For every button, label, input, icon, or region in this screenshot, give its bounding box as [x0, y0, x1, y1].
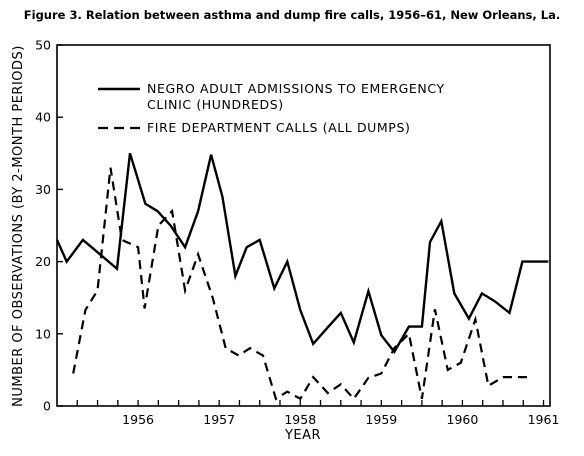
plot-frame	[56, 44, 551, 407]
x-tick-label: 1960	[447, 412, 479, 427]
y-tick-label: 30	[35, 182, 51, 197]
x-tick-label: 1959	[365, 412, 397, 427]
legend-label-admissions-line2: CLINIC (HUNDREDS)	[147, 97, 284, 112]
y-tick-label: 10	[35, 326, 51, 341]
x-axis: 1956 1957 1958 1959 1960 1961	[76, 400, 560, 427]
legend-label-fire-calls: FIRE DEPARTMENT CALLS (ALL DUMPS)	[147, 120, 410, 135]
series-layer	[55, 152, 549, 401]
y-tick-label: 40	[35, 110, 51, 125]
series-line-fire-calls	[72, 167, 529, 401]
y-tick-label: 0	[43, 399, 51, 414]
x-axis-label: YEAR	[284, 428, 321, 443]
y-tick-label: 50	[35, 38, 51, 53]
y-tick-label: 20	[35, 254, 51, 269]
legend: NEGRO ADULT ADMISSIONS TO EMERGENCY CLIN…	[98, 81, 445, 135]
x-tick-label: 1961	[528, 412, 560, 427]
y-axis-label: NUMBER OF OBSERVATIONS (BY 2-MONTH PERIO…	[11, 45, 26, 407]
series-line-admissions	[55, 152, 549, 355]
x-tick-label: 1957	[203, 412, 235, 427]
x-tick-label: 1956	[122, 412, 154, 427]
x-tick-label: 1958	[284, 412, 316, 427]
chart-title: Figure 3. Relation between asthma and du…	[24, 8, 560, 22]
y-axis: 0 10 20 30 40 50	[35, 38, 63, 414]
legend-label-admissions: NEGRO ADULT ADMISSIONS TO EMERGENCY	[147, 81, 445, 96]
